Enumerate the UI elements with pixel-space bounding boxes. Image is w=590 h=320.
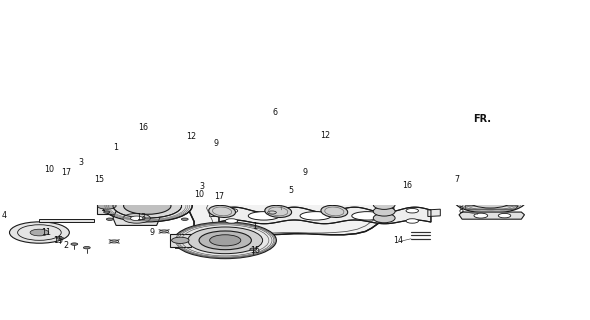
Circle shape [188,227,263,254]
Circle shape [474,213,488,218]
Polygon shape [40,219,94,222]
Text: 3: 3 [78,158,83,167]
Polygon shape [466,206,518,209]
Text: 2: 2 [64,241,69,250]
Text: 15: 15 [250,246,260,255]
Circle shape [479,196,502,204]
Circle shape [225,209,238,213]
Text: 15: 15 [53,236,63,245]
Ellipse shape [248,212,280,220]
Circle shape [130,216,143,220]
Text: 12: 12 [320,131,330,140]
Text: 7: 7 [454,175,460,184]
Ellipse shape [373,213,395,223]
Polygon shape [219,207,431,224]
Circle shape [57,237,64,239]
Circle shape [113,194,182,218]
Text: 1: 1 [114,143,119,152]
Circle shape [174,222,276,259]
Ellipse shape [300,212,331,220]
Circle shape [181,191,188,194]
Ellipse shape [373,200,395,209]
Ellipse shape [209,205,235,217]
Text: 8: 8 [458,206,463,215]
Circle shape [225,219,238,223]
Circle shape [76,175,88,179]
Text: 4: 4 [1,211,6,220]
Circle shape [9,222,70,243]
Circle shape [30,229,49,236]
Circle shape [104,198,110,201]
Text: 14: 14 [394,236,404,245]
Circle shape [192,190,203,194]
Polygon shape [428,209,440,217]
Text: 16: 16 [138,124,148,132]
Circle shape [172,237,189,244]
Text: 17: 17 [61,168,71,177]
Polygon shape [171,234,191,247]
Text: 9: 9 [214,140,218,148]
Text: 10: 10 [194,190,204,199]
Circle shape [499,213,511,218]
Polygon shape [459,212,525,219]
Ellipse shape [265,205,291,217]
Circle shape [414,185,426,189]
Text: 16: 16 [402,181,412,190]
Circle shape [103,190,192,222]
Text: 12: 12 [186,132,196,141]
FancyArrow shape [518,116,560,122]
Text: 11: 11 [41,228,51,236]
Circle shape [199,231,251,250]
Circle shape [96,180,107,184]
Text: 9: 9 [149,228,154,237]
Circle shape [215,196,225,199]
Text: 10: 10 [44,165,54,174]
Circle shape [106,218,113,220]
Polygon shape [175,194,394,248]
Ellipse shape [373,207,395,216]
Text: 17: 17 [214,192,224,201]
Text: 15: 15 [94,175,104,184]
Circle shape [160,129,176,135]
Circle shape [406,219,418,223]
Circle shape [181,218,188,220]
Polygon shape [113,212,160,225]
Circle shape [406,209,418,213]
Text: 1: 1 [253,222,258,231]
Circle shape [250,248,257,251]
Circle shape [97,203,116,209]
Ellipse shape [321,205,348,217]
Circle shape [454,188,526,213]
Circle shape [106,191,113,194]
Text: 5: 5 [288,186,293,195]
Circle shape [123,197,171,214]
Circle shape [71,243,78,245]
Circle shape [99,183,105,186]
Circle shape [468,193,512,208]
Circle shape [209,235,241,246]
Text: FR.: FR. [473,114,491,124]
Polygon shape [97,198,116,214]
Ellipse shape [352,212,383,220]
Text: 3: 3 [199,182,204,191]
Text: 6: 6 [273,108,277,117]
Circle shape [113,183,120,186]
Circle shape [83,246,90,249]
Circle shape [104,211,110,213]
Text: 13: 13 [136,213,146,222]
Polygon shape [209,209,228,217]
Circle shape [123,213,150,223]
Text: 9: 9 [303,168,307,177]
